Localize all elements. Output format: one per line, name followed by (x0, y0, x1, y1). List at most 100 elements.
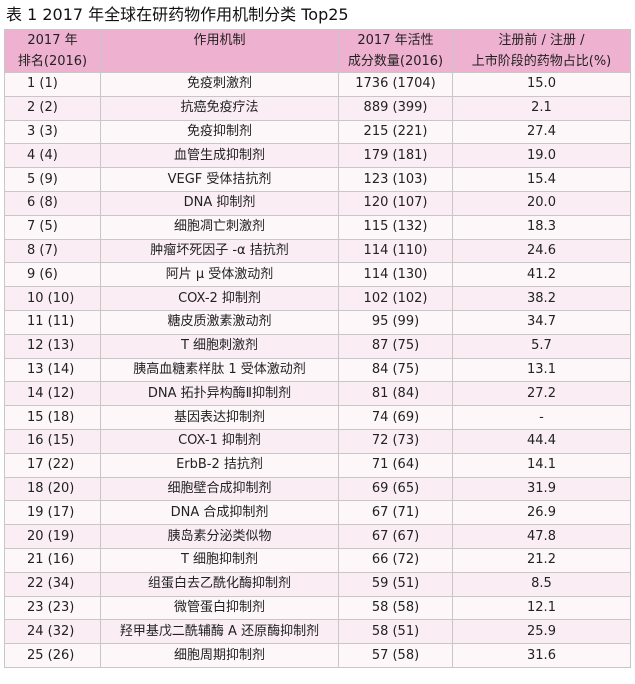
mechanism-cell: ErbB-2 拮抗剂 (100, 452, 339, 478)
count-cell: 123 (103) (338, 167, 453, 192)
table-row: 10 (10) COX-2 抑制剂 102 (102) 38.2 (4, 286, 631, 311)
header-count: 2017 年活性 成分数量(2016) (338, 29, 453, 73)
table-row: 3 (3) 免疫抑制剂 215 (221) 27.4 (4, 119, 631, 145)
ratio-cell: 27.4 (452, 119, 631, 145)
mechanism-cell: 基因表达抑制剂 (100, 405, 339, 430)
ratio-cell: 15.4 (452, 167, 631, 192)
rank-cell: 21 (16) (4, 547, 101, 573)
rank-cell: 23 (23) (4, 595, 101, 621)
rank-cell: 18 (20) (4, 476, 101, 502)
rank-cell: 15 (18) (4, 405, 101, 430)
rank-cell: 3 (3) (4, 119, 101, 145)
table-row: 18 (20) 细胞壁合成抑制剂 69 (65) 31.9 (4, 476, 631, 502)
mechanism-cell: 组蛋白去乙酰化酶抑制剂 (100, 571, 339, 597)
ratio-cell: 13.1 (452, 357, 631, 383)
header-mechanism-label: 作用机制 (193, 33, 246, 48)
count-cell: 58 (58) (338, 595, 453, 621)
ratio-cell: 14.1 (452, 452, 631, 478)
count-cell: 120 (107) (338, 190, 453, 216)
rank-cell: 10 (10) (4, 286, 101, 311)
rank-cell: 5 (9) (4, 167, 101, 192)
count-cell: 74 (69) (338, 405, 453, 430)
mechanism-cell: 细胞壁合成抑制剂 (100, 476, 339, 502)
mechanism-cell: 免疫刺激剂 (100, 72, 339, 97)
ratio-cell: 24.6 (452, 238, 631, 264)
rank-cell: 13 (14) (4, 357, 101, 383)
rank-cell: 20 (19) (4, 524, 101, 549)
table-body: 1 (1) 免疫刺激剂 1736 (1704) 15.0 2 (2) 抗癌免疫疗法 889 … (4, 72, 631, 668)
ratio-cell: 20.0 (452, 190, 631, 216)
header-ratio: 注册前 / 注册 / 上市阶段的药物占比(%) (452, 29, 631, 73)
table-row: 22 (34) 组蛋白去乙酰化酶抑制剂 59 (51) 8.5 (4, 571, 631, 597)
mechanism-cell: 胰岛素分泌类似物 (100, 524, 339, 549)
table-row: 24 (32) 羟甲基戊二酰辅酶 A 还原酶抑制剂 58 (51) 25.9 (4, 619, 631, 645)
ratio-cell: 19.0 (452, 143, 631, 169)
ratio-cell: 12.1 (452, 595, 631, 621)
mechanism-cell: T 细胞刺激剂 (100, 333, 339, 359)
ratio-cell: 47.8 (452, 524, 631, 549)
ratio-cell: 31.9 (452, 476, 631, 502)
count-cell: 57 (58) (338, 643, 453, 668)
ratio-cell: 18.3 (452, 214, 631, 240)
mechanism-cell: DNA 拓扑异构酶Ⅱ抑制剂 (100, 381, 339, 407)
rank-cell: 7 (5) (4, 214, 101, 240)
top25-table: 2017 年 排名(2016) 作用机制 2017 年活性 成分数量(2016)… (4, 29, 631, 668)
rank-cell: 6 (8) (4, 190, 101, 216)
mechanism-cell: 糖皮质激素激动剂 (100, 309, 339, 335)
count-cell: 114 (110) (338, 238, 453, 264)
header-rank-line1: 2017 年 (27, 33, 78, 48)
table-row: 8 (7) 肿瘤坏死因子 -α 拮抗剂 114 (110) 24.6 (4, 238, 631, 264)
mechanism-cell: 血管生成抑制剂 (100, 143, 339, 169)
count-cell: 102 (102) (338, 286, 453, 311)
mechanism-cell: 抗癌免疫疗法 (100, 95, 339, 121)
rank-cell: 25 (26) (4, 643, 101, 668)
count-cell: 67 (71) (338, 500, 453, 526)
rank-cell: 22 (34) (4, 571, 101, 597)
table-row: 17 (22) ErbB-2 拮抗剂 71 (64) 14.1 (4, 452, 631, 478)
count-cell: 215 (221) (338, 119, 453, 145)
count-cell: 84 (75) (338, 357, 453, 383)
mechanism-cell: 微管蛋白抑制剂 (100, 595, 339, 621)
count-cell: 87 (75) (338, 333, 453, 359)
mechanism-cell: 细胞周期抑制剂 (100, 643, 339, 668)
mechanism-cell: 免疫抑制剂 (100, 119, 339, 145)
table-row: 5 (9) VEGF 受体拮抗剂 123 (103) 15.4 (4, 167, 631, 192)
ratio-cell: 31.6 (452, 643, 631, 668)
rank-cell: 12 (13) (4, 333, 101, 359)
rank-cell: 17 (22) (4, 452, 101, 478)
ratio-cell: 2.1 (452, 95, 631, 121)
table-row: 12 (13) T 细胞刺激剂 87 (75) 5.7 (4, 333, 631, 359)
count-cell: 59 (51) (338, 571, 453, 597)
rank-cell: 16 (15) (4, 428, 101, 454)
mechanism-cell: 肿瘤坏死因子 -α 拮抗剂 (100, 238, 339, 264)
count-cell: 889 (399) (338, 95, 453, 121)
count-cell: 95 (99) (338, 309, 453, 335)
table-row: 21 (16) T 细胞抑制剂 66 (72) 21.2 (4, 547, 631, 573)
ratio-cell: 26.9 (452, 500, 631, 526)
count-cell: 115 (132) (338, 214, 453, 240)
table-row: 2 (2) 抗癌免疫疗法 889 (399) 2.1 (4, 95, 631, 121)
table-row: 7 (5) 细胞凋亡刺激剂 115 (132) 18.3 (4, 214, 631, 240)
header-count-line2: 成分数量(2016) (347, 54, 444, 69)
table-row: 13 (14) 胰高血糖素样肽 1 受体激动剂 84 (75) 13.1 (4, 357, 631, 383)
count-cell: 66 (72) (338, 547, 453, 573)
count-cell: 72 (73) (338, 428, 453, 454)
table-row: 6 (8) DNA 抑制剂 120 (107) 20.0 (4, 190, 631, 216)
header-rank-line2: 排名(2016) (17, 54, 88, 69)
ratio-cell: 15.0 (452, 72, 631, 97)
count-cell: 179 (181) (338, 143, 453, 169)
table-row: 16 (15) COX-1 抑制剂 72 (73) 44.4 (4, 428, 631, 454)
ratio-cell: 8.5 (452, 571, 631, 597)
ratio-cell: 44.4 (452, 428, 631, 454)
count-cell: 67 (67) (338, 524, 453, 549)
header-ratio-line1: 注册前 / 注册 / (498, 33, 585, 48)
rank-cell: 14 (12) (4, 381, 101, 407)
rank-cell: 2 (2) (4, 95, 101, 121)
mechanism-cell: COX-1 抑制剂 (100, 428, 339, 454)
mechanism-cell: VEGF 受体拮抗剂 (100, 167, 339, 192)
count-cell: 69 (65) (338, 476, 453, 502)
ratio-cell: 38.2 (452, 286, 631, 311)
ratio-cell: 34.7 (452, 309, 631, 335)
rank-cell: 11 (11) (4, 309, 101, 335)
table-row: 15 (18) 基因表达抑制剂 74 (69) - (4, 405, 631, 430)
